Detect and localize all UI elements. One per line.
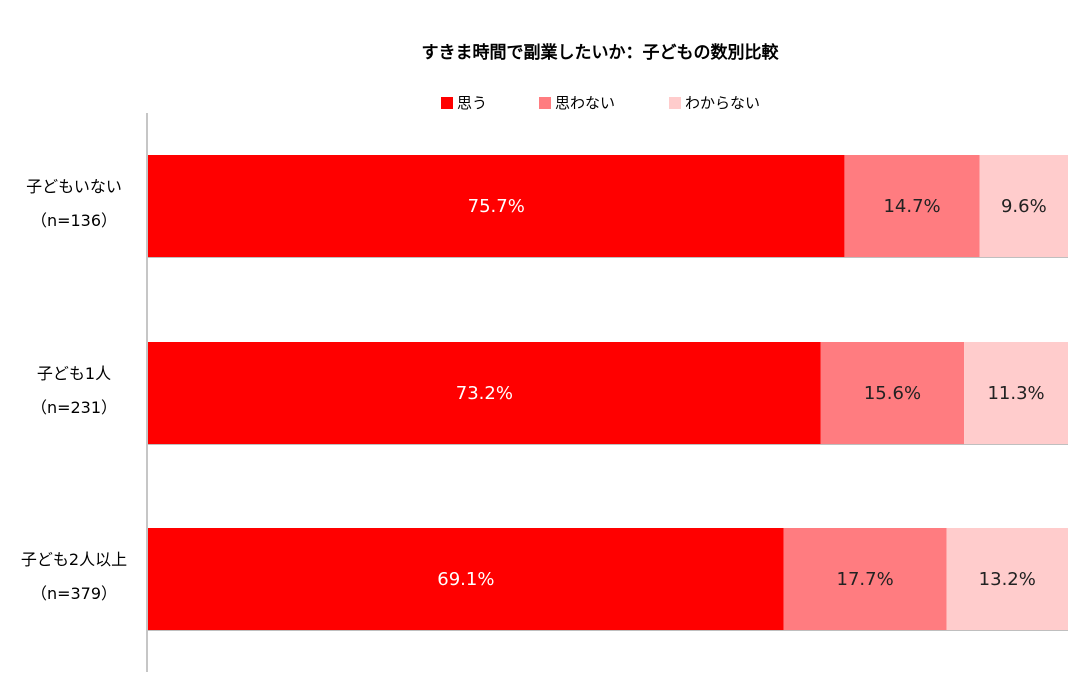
legend-item-2-swatch — [539, 97, 551, 109]
data-label: 14.7% — [883, 196, 940, 217]
category-label: 子ども2人以上 — [21, 550, 127, 569]
data-label: 15.6% — [864, 383, 921, 404]
legend-item-1-label: 思う — [457, 94, 487, 112]
bar-segment — [946, 528, 1068, 630]
bar-segment — [148, 155, 845, 257]
legend-item-1-swatch — [441, 97, 453, 109]
category-n-label: （n=231） — [31, 398, 117, 417]
bar-segment — [148, 342, 821, 444]
bar-segment — [844, 155, 980, 257]
legend-item-2: 思わない — [539, 94, 615, 112]
legend-item-1: 思う — [441, 94, 487, 112]
category-label: 子どもいない — [26, 177, 122, 196]
data-label: 75.7% — [468, 196, 525, 217]
data-label: 11.3% — [987, 383, 1044, 404]
category-n-label: （n=379） — [31, 584, 117, 603]
data-label: 17.7% — [837, 569, 894, 590]
bar-segment — [979, 155, 1068, 257]
data-label: 73.2% — [456, 383, 513, 404]
legend-item-3-label: わからない — [685, 94, 760, 112]
bar-segment — [783, 528, 947, 630]
bar-segment — [820, 342, 965, 444]
bars: 75.7% 14.7% 9.6% 73.2% 15.6% 11.3% 69.1% 17.7% 1… — [148, 155, 1068, 631]
category-label: 子ども1人 — [37, 364, 111, 383]
category-n-label: （n=136） — [31, 211, 117, 230]
data-label: 9.6% — [1001, 196, 1047, 217]
data-label: 69.1% — [437, 569, 494, 590]
bar-segment — [148, 528, 784, 630]
bar-segment — [964, 342, 1068, 444]
chart-title: すきま時間で副業したいか：子どもの数別比較 — [422, 42, 780, 63]
legend-item-3: わからない — [669, 94, 760, 112]
category-labels: 子どもいない （n=136） 子ども1人 （n=231） 子ども2人以上 （n=379） — [21, 177, 127, 603]
legend: 思う 思わない わからない — [441, 94, 760, 112]
legend-item-2-label: 思わない — [555, 94, 615, 112]
data-label: 13.2% — [979, 569, 1036, 590]
legend-item-3-swatch — [669, 97, 681, 109]
